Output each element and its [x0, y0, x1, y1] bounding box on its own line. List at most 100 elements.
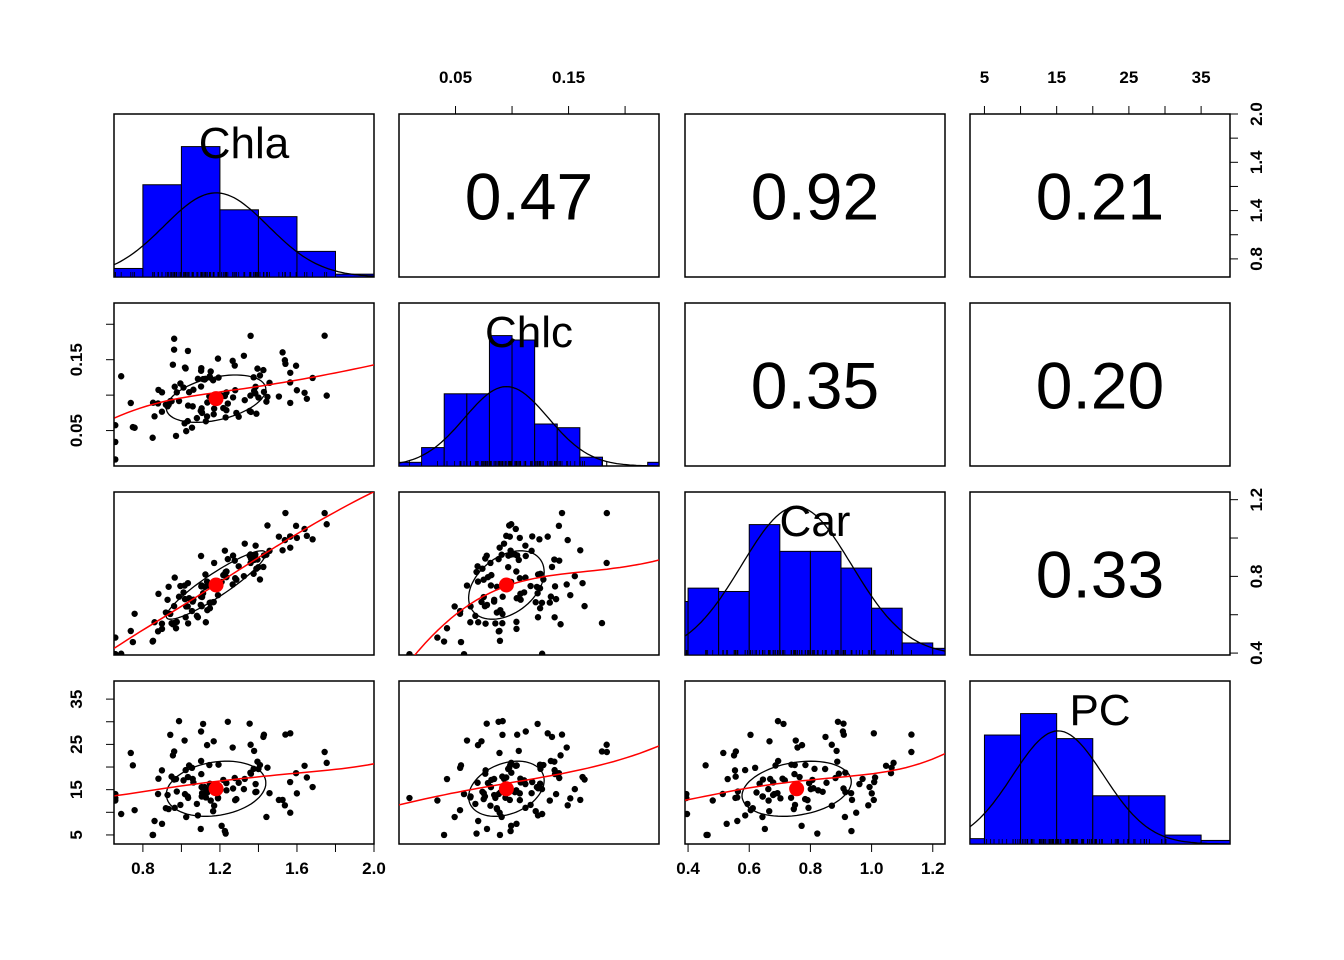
mean-point	[208, 391, 224, 407]
scatter-point	[321, 332, 328, 339]
scatter-point	[247, 332, 254, 340]
scatter-point	[173, 788, 180, 795]
scatter-point	[551, 583, 559, 590]
scatter-point	[440, 638, 448, 645]
scatter-point	[467, 619, 474, 626]
scatter-point	[181, 737, 188, 744]
histogram-bar-chla	[142, 184, 182, 278]
scatter-point	[220, 404, 227, 412]
axis-tick-label-bottom-car: 0.8	[799, 859, 823, 878]
scatter-point	[567, 795, 574, 802]
scatter-point	[515, 747, 522, 755]
histogram-bar-pc	[1020, 713, 1058, 845]
scatter-point	[127, 399, 134, 407]
scatter-point	[252, 542, 259, 549]
scatter-point	[440, 831, 448, 839]
scatter-point	[742, 812, 749, 819]
scatter-point	[292, 522, 300, 530]
scatter-point	[170, 335, 178, 342]
scatter-point	[794, 744, 801, 751]
scatter-point	[536, 761, 544, 768]
scatter-point	[198, 770, 205, 778]
scatter-point	[193, 800, 201, 808]
histogram-bar-chlc	[556, 427, 581, 467]
scatter-point	[504, 563, 512, 571]
scatter-point	[724, 775, 731, 783]
scatter-point	[131, 610, 138, 617]
correlation-ellipse	[467, 550, 545, 620]
scatter-point	[852, 809, 860, 816]
scatter-panel-car-vs-chla	[114, 492, 374, 655]
scatter-point	[180, 777, 187, 784]
scatter-point	[513, 731, 521, 738]
axis-tick-label-right-chla: 0.8	[1247, 247, 1266, 271]
scatter-point	[218, 822, 225, 830]
correlation-value-chla-pc: 0.21	[1036, 160, 1164, 234]
scatter-point	[282, 731, 289, 738]
scatter-point	[787, 794, 795, 801]
scatter-point	[188, 424, 196, 431]
scatter-point	[598, 619, 606, 627]
panel-frame-chlc-chla	[113, 302, 375, 467]
histogram-bar-car	[718, 590, 750, 656]
histogram-bar-car	[779, 550, 811, 656]
axis-tick-label-top-pc: 5	[980, 68, 989, 87]
axis-tick-label-bottom-chla: 1.2	[208, 859, 232, 878]
scatter-point	[149, 637, 157, 645]
scatter-point	[247, 741, 254, 748]
panel-frame-chlc-car	[684, 302, 946, 467]
scatter-point	[734, 817, 741, 825]
scatter-point	[177, 801, 184, 809]
scatter-point	[534, 720, 541, 728]
scatter-point	[198, 793, 205, 800]
axis-tick-label-right-car: 0.8	[1247, 565, 1266, 589]
scatter-point	[534, 571, 542, 578]
scatter-point	[481, 793, 489, 800]
scatter-point	[282, 509, 289, 517]
scatter-point	[499, 610, 506, 618]
scatter-point	[229, 744, 236, 751]
scatter-point	[215, 374, 222, 381]
scatter-point	[155, 590, 162, 598]
scatter-point	[544, 533, 551, 540]
scatter-point	[814, 830, 821, 837]
scatter-point	[260, 366, 267, 374]
scatter-point	[856, 780, 863, 788]
scatter-point	[834, 758, 841, 765]
scatter-point	[169, 361, 177, 368]
scatter-point	[474, 619, 482, 626]
scatter-point	[515, 556, 522, 564]
scatter-point	[184, 402, 192, 409]
scatter-point	[309, 783, 316, 791]
histogram-bar-car	[840, 567, 873, 656]
axis-tick-label-right-chla: 2.0	[1247, 102, 1266, 126]
density-curve-pc	[969, 730, 1230, 845]
scatter-point	[181, 595, 189, 603]
density-curve-car	[684, 506, 946, 652]
scatter-point	[247, 770, 255, 777]
scatter-point	[563, 744, 570, 751]
scatter-point	[279, 547, 286, 554]
scatter-point	[197, 757, 205, 765]
scatter-point	[194, 614, 202, 621]
scatter-point	[190, 386, 197, 393]
axis-tick-label-top-chlc: 0.05	[439, 68, 472, 87]
scatter-point	[493, 609, 501, 616]
histogram-bar-pc	[1092, 795, 1130, 845]
scatter-point	[506, 533, 514, 540]
scatter-point	[252, 788, 259, 796]
scatter-point	[552, 595, 560, 603]
scatter-point	[512, 762, 519, 769]
scatter-point	[868, 790, 875, 797]
scatter-point	[221, 547, 229, 554]
scatter-point	[210, 802, 218, 809]
scatter-point	[571, 785, 579, 793]
scatter-point	[210, 559, 218, 567]
axis-tick-label-bottom-car: 1.0	[860, 859, 884, 878]
scatter-point	[198, 408, 205, 416]
scatter-point	[149, 434, 156, 441]
scatter-point	[493, 804, 501, 812]
scatter-point	[250, 387, 258, 395]
scatter-point	[456, 806, 464, 814]
scatter-point	[456, 764, 464, 772]
